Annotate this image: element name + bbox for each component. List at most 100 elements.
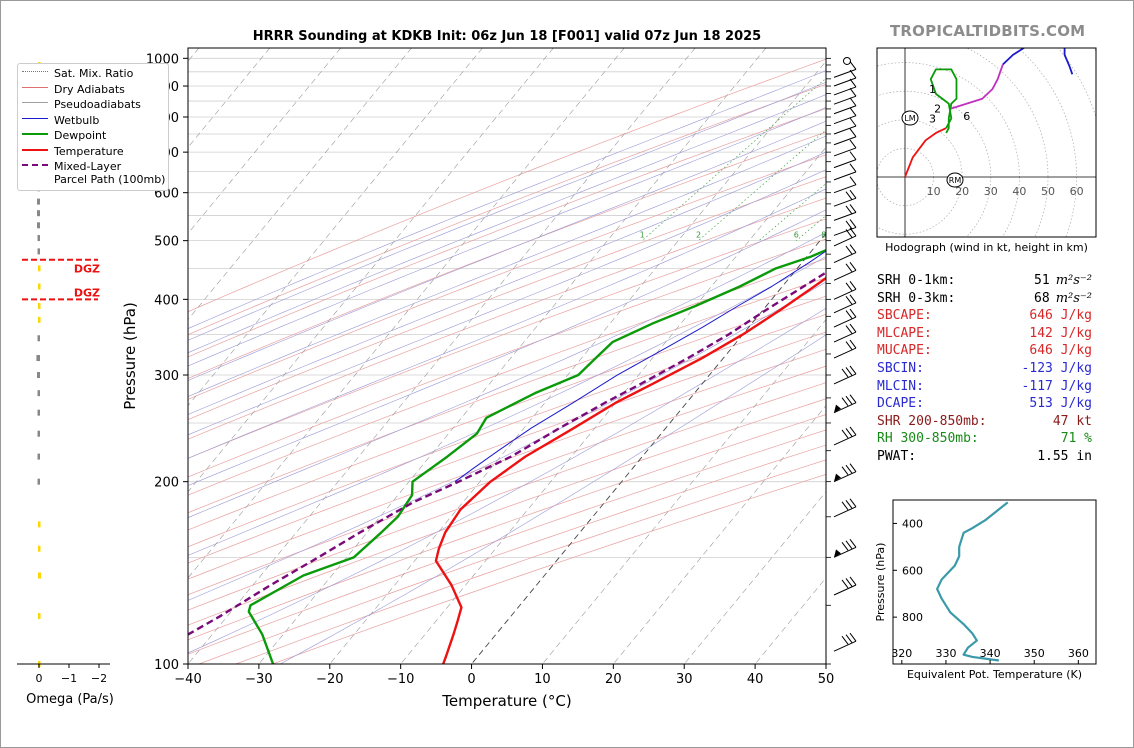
mixing-ratio-line: [893, 48, 1133, 241]
omega-bar: [37, 248, 40, 255]
pseudoadiabat: [188, 70, 826, 329]
legend-label: Pseudoadiabats: [54, 98, 141, 111]
wind-barb: [833, 107, 857, 125]
legend-item: Dewpoint: [22, 129, 164, 145]
legend-item: Sat. Mix. Ratio: [22, 67, 164, 83]
isotherm-line: [188, 48, 625, 579]
wind-barb: [833, 69, 857, 87]
barb-pennant: [834, 549, 841, 558]
legend-label: Dry Adiabats: [54, 82, 125, 96]
mixing-ratio-label: 24: [931, 231, 941, 240]
storm-motion-marker: [901, 110, 919, 126]
legend-swatch: [22, 129, 48, 137]
pseudoadiabat: [188, 169, 826, 436]
hodograph-ring-label: 20: [955, 185, 969, 198]
index-row: SBCIN: -123 J/kg: [877, 360, 1092, 378]
pseudoadiabat: [188, 94, 826, 354]
barb-pennant: [834, 404, 841, 413]
dry-adiabat: [188, 238, 826, 478]
hodograph-border: [876, 47, 1097, 238]
chart-title: HRRR Sounding at KDKB Init: 06z Jun 18 […: [253, 29, 761, 44]
series-wetbulb: [454, 250, 826, 483]
theta-e-x-tick-label: 350: [1024, 647, 1045, 660]
series-mixed-layer-parcel-path-100mb-: [188, 271, 826, 636]
isotherm-line: [542, 319, 826, 664]
index-label: MLCAPE:: [877, 325, 932, 341]
mixing-ratio-line: [823, 238, 826, 241]
omega-bar: [37, 478, 40, 485]
dry-adiabat: [188, 365, 826, 596]
wind-barb: [833, 244, 857, 264]
mixing-ratio-label: 1: [640, 231, 645, 240]
mixing-ratio-line: [846, 48, 1082, 241]
wind-barbs: [825, 48, 857, 665]
mixing-ratio-line: [980, 48, 1134, 241]
wind-barb: [833, 576, 857, 596]
y-axis-label: Pressure (hPa): [121, 302, 139, 410]
pseudoadiabat: [188, 120, 826, 381]
dry-adiabat: [188, 348, 826, 580]
isotherm-line: [329, 60, 826, 664]
wind-barb: [833, 204, 857, 221]
omega-bar: [37, 198, 40, 205]
legend-swatch: [22, 160, 48, 168]
wind-barb: [833, 189, 857, 207]
omega-bar: [37, 372, 40, 379]
index-label: SRH 0-1km:: [877, 273, 956, 288]
y-tick-label: 500: [154, 235, 179, 250]
dry-adiabat: [188, 108, 826, 358]
wind-barb: [833, 163, 857, 181]
theta-e-x-tick-label: 320: [891, 647, 912, 660]
barb-pennant: [834, 473, 841, 482]
omega-bar: [38, 265, 41, 272]
theta-e-x-tick-label: 330: [935, 647, 956, 660]
legend-swatch: [22, 145, 48, 153]
omega-bar: [38, 613, 41, 620]
hodograph-height-label: 1: [929, 83, 936, 96]
index-value: 1.55 in: [1037, 448, 1092, 464]
site-watermark: TROPICALTIDBITS.COM: [890, 22, 1086, 40]
dry-adiabat: [188, 331, 826, 564]
x-tick-label: 30: [676, 672, 693, 687]
index-value: 142 J/kg: [1029, 325, 1092, 341]
index-row: MLCAPE: 142 J/kg: [877, 325, 1092, 343]
omega-bar: [38, 283, 41, 290]
omega-bar: [37, 222, 40, 229]
index-row: SRH 0-3km: 68 m²s⁻²: [877, 290, 1092, 308]
wind-barb: [833, 219, 857, 236]
mixing-ratio-line: [917, 48, 1134, 241]
index-row: SRH 0-1km: 51 m²s⁻²: [877, 272, 1092, 290]
index-row: RH 300-850mb: 71 %: [877, 430, 1092, 448]
isotherm-line: [188, 48, 483, 407]
omega-bar: [37, 409, 40, 416]
legend-label: Wetbulb: [54, 113, 100, 127]
isotherm-line: [683, 491, 826, 664]
omega-bar: [38, 572, 41, 579]
hodograph-ring-label: 40: [1012, 185, 1026, 198]
index-row: MUCAPE: 646 J/kg: [877, 342, 1092, 360]
legend-label: Mixed-Layer Parcel Path (100mb): [54, 160, 166, 186]
legend-item: Dry Adiabats: [22, 83, 164, 99]
wind-barb: [833, 339, 857, 359]
theta-e-y-tick-label: 800: [902, 611, 923, 624]
dgz-label: DGZ: [74, 263, 100, 276]
legend-item: Temperature: [22, 145, 164, 161]
index-row: PWAT: 1.55 in: [877, 448, 1092, 466]
wind-barb: [833, 117, 857, 135]
index-label: RH 300-850mb:: [877, 431, 979, 447]
wind-barb: [833, 262, 857, 281]
index-value: 51: [1034, 273, 1050, 288]
hodograph-ring-label: 30: [984, 185, 998, 198]
legend-label: Dewpoint: [54, 129, 107, 142]
dgz-label: DGZ: [74, 286, 100, 299]
mixing-ratio-label: 8: [821, 231, 826, 240]
theta-e-line: [936, 501, 1009, 662]
storm-motion-label: LM: [904, 114, 915, 123]
index-row: DCAPE: 513 J/kg: [877, 395, 1092, 413]
x-axis-label: Temperature (°C): [441, 692, 571, 710]
hodograph-axes: Hodograph (wind in kt, height in km): [876, 47, 1097, 254]
dry-adiabat: [188, 218, 826, 459]
mixing-ratio-line: [960, 48, 1134, 241]
omega-bar: [38, 316, 41, 323]
hodograph-caption: Hodograph (wind in kt, height in km): [885, 241, 1088, 254]
